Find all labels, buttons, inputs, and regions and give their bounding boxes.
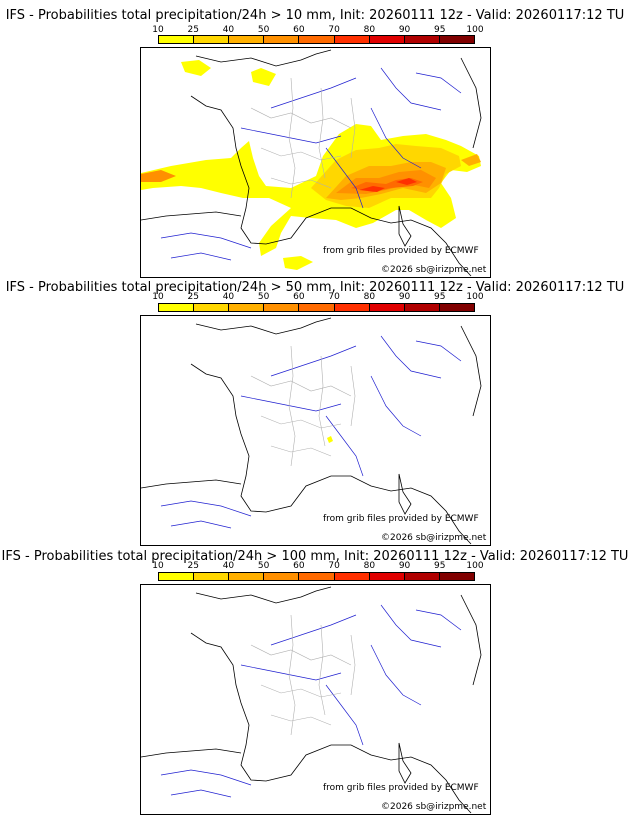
colorbar-tick-label: 90 xyxy=(398,561,411,571)
colorbar-tick-label: 100 xyxy=(466,292,484,302)
colorbar-tick-label: 25 xyxy=(187,292,199,302)
colorbar-tick-label: 50 xyxy=(257,561,270,571)
colorbar-segment xyxy=(299,573,335,580)
panel-1-map: from grib files provided by ECMWF ©2026 … xyxy=(140,47,491,278)
colorbar-tick-label: 40 xyxy=(222,25,235,35)
colorbar-tick-label: 95 xyxy=(434,292,446,302)
colorbar-tick-label: 10 xyxy=(152,292,164,302)
colorbar-tick-label: 95 xyxy=(434,561,446,571)
colorbar-segment xyxy=(404,36,440,43)
colorbar-tick-label: 50 xyxy=(257,292,270,302)
colorbar-tick-label: 90 xyxy=(398,25,411,35)
panel-3-credit-copyright: ©2026 sb@irizpme.net xyxy=(381,802,487,812)
colorbar-tick-label: 80 xyxy=(363,292,376,302)
colorbar-tick-label: 50 xyxy=(257,25,270,35)
panel-1-borders xyxy=(250,77,356,199)
colorbar-tick-label: 25 xyxy=(187,25,199,35)
colorbar-segment xyxy=(159,304,195,311)
colorbar-segment xyxy=(369,573,405,580)
colorbar-tick-label: 100 xyxy=(466,561,484,571)
colorbar-segment xyxy=(404,304,440,311)
colorbar-segment xyxy=(194,36,230,43)
colorbar-tick-label: 10 xyxy=(152,561,164,571)
colorbar-tick-label: 80 xyxy=(363,561,376,571)
panel-1-colorbar-ticks: 10 25 40 50 60 70 80 90 95 100 xyxy=(152,25,483,35)
colorbar-tick-label: 60 xyxy=(293,292,305,302)
panel-3-map: from grib files provided by ECMWF ©2026 … xyxy=(140,584,491,815)
colorbar-tick-label: 70 xyxy=(328,561,340,571)
colorbar-tick-label: 90 xyxy=(398,292,411,302)
panel-3-title: IFS - Probabilities total precipitation/… xyxy=(1,549,629,564)
panel-2-colorbar-ticks: 10 25 40 50 60 70 80 90 95 100 xyxy=(152,292,483,302)
colorbar-tick-label: 40 xyxy=(222,561,235,571)
colorbar-segment xyxy=(264,304,300,311)
colorbar-segment xyxy=(439,36,474,43)
panel-1-precip-field xyxy=(141,60,481,270)
colorbar-segment xyxy=(404,573,440,580)
panel-3-map-svg xyxy=(141,586,482,814)
colorbar-tick-label: 100 xyxy=(466,25,484,35)
colorbar-tick-label: 10 xyxy=(152,25,164,35)
panel-2-credit-source: from grib files provided by ECMWF xyxy=(323,514,479,524)
colorbar-segment xyxy=(299,304,335,311)
colorbar-segment xyxy=(369,36,405,43)
panel-1-map-svg xyxy=(141,49,482,277)
colorbar-segment xyxy=(439,304,474,311)
panel-2-credit-copyright: ©2026 sb@irizpme.net xyxy=(381,533,487,543)
colorbar-segment xyxy=(264,573,300,580)
panel-1-coastlines xyxy=(141,49,482,277)
panel-1-credit-source: from grib files provided by ECMWF xyxy=(323,246,479,256)
colorbar-segment xyxy=(299,36,335,43)
colorbar-tick-label: 80 xyxy=(363,25,376,35)
colorbar-tick-label: 60 xyxy=(293,25,305,35)
colorbar-tick-label: 60 xyxy=(293,561,305,571)
panel-2-borders xyxy=(250,345,356,467)
colorbar-segment xyxy=(194,304,230,311)
panel-2-precip-field xyxy=(327,436,333,443)
colorbar-segment xyxy=(369,304,405,311)
panel-1-credit-copyright: ©2026 sb@irizpme.net xyxy=(381,265,487,275)
colorbar-tick-label: 40 xyxy=(222,292,235,302)
panel-3-borders xyxy=(250,614,356,736)
colorbar-tick-label: 95 xyxy=(434,25,446,35)
colorbar-tick-label: 70 xyxy=(328,292,340,302)
panel-2-title: IFS - Probabilities total precipitation/… xyxy=(5,280,625,295)
colorbar-segment xyxy=(229,304,265,311)
colorbar-segment xyxy=(194,573,230,580)
panel-2-map: from grib files provided by ECMWF ©2026 … xyxy=(140,315,491,546)
panel-2-rivers xyxy=(160,335,462,529)
panel-3-colorbar xyxy=(158,572,475,581)
colorbar-segment xyxy=(159,36,195,43)
panel-2-map-svg xyxy=(141,317,482,545)
colorbar-tick-label: 70 xyxy=(328,25,340,35)
colorbar-tick-label: 25 xyxy=(187,561,199,571)
panel-3-rivers xyxy=(160,604,462,798)
colorbar-segment xyxy=(229,36,265,43)
colorbar-segment xyxy=(334,36,370,43)
colorbar-segment xyxy=(264,36,300,43)
panel-1-rivers xyxy=(160,67,462,261)
colorbar-segment xyxy=(159,573,195,580)
panel-2-coastlines xyxy=(141,317,482,545)
panel-3-credit-source: from grib files provided by ECMWF xyxy=(323,783,479,793)
panel-1-colorbar xyxy=(158,35,475,44)
colorbar-segment xyxy=(334,573,370,580)
panel-1-title: IFS - Probabilities total precipitation/… xyxy=(5,8,625,23)
colorbar-segment xyxy=(334,304,370,311)
colorbar-segment xyxy=(229,573,265,580)
colorbar-segment xyxy=(439,573,474,580)
panel-2-colorbar xyxy=(158,303,475,312)
panel-3-coastlines xyxy=(141,586,482,814)
panel-3-colorbar-ticks: 10 25 40 50 60 70 80 90 95 100 xyxy=(152,561,483,571)
